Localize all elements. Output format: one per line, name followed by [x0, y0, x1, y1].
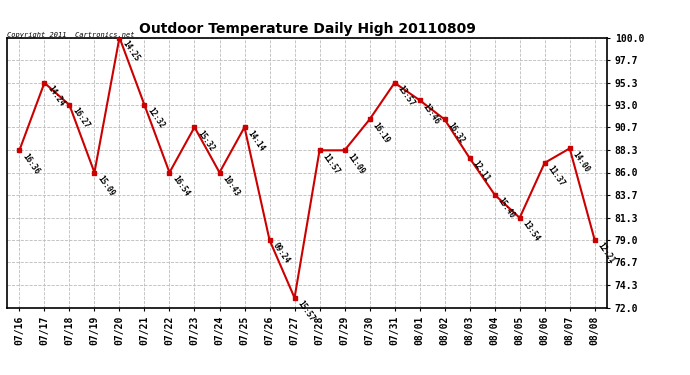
Text: 16:19: 16:19: [371, 121, 392, 145]
Text: 10:43: 10:43: [221, 174, 242, 198]
Text: 16:32: 16:32: [446, 121, 466, 145]
Text: 11:09: 11:09: [346, 152, 366, 176]
Text: 11:37: 11:37: [546, 164, 566, 188]
Text: 13:54: 13:54: [521, 219, 542, 243]
Text: 12:11: 12:11: [471, 159, 492, 183]
Text: 15:09: 15:09: [96, 174, 117, 198]
Text: 16:36: 16:36: [21, 152, 41, 176]
Title: Outdoor Temperature Daily High 20110809: Outdoor Temperature Daily High 20110809: [139, 22, 475, 36]
Text: Copyright 2011  Cartronics.net: Copyright 2011 Cartronics.net: [7, 32, 135, 38]
Text: 14:25: 14:25: [121, 39, 141, 63]
Text: 12:32: 12:32: [146, 106, 166, 130]
Text: 13:57: 13:57: [396, 84, 417, 108]
Text: 14:00: 14:00: [571, 150, 592, 174]
Text: 16:27: 16:27: [71, 106, 92, 130]
Text: 15:40: 15:40: [496, 196, 517, 220]
Text: 09:24: 09:24: [271, 242, 292, 266]
Text: 12:21: 12:21: [596, 242, 617, 266]
Text: 15:57: 15:57: [296, 299, 317, 323]
Text: 14:14: 14:14: [246, 129, 266, 153]
Text: 11:57: 11:57: [321, 152, 342, 176]
Text: 16:54: 16:54: [171, 174, 192, 198]
Text: 15:32: 15:32: [196, 129, 217, 153]
Text: 14:24: 14:24: [46, 84, 66, 108]
Text: 13:46: 13:46: [421, 102, 442, 126]
